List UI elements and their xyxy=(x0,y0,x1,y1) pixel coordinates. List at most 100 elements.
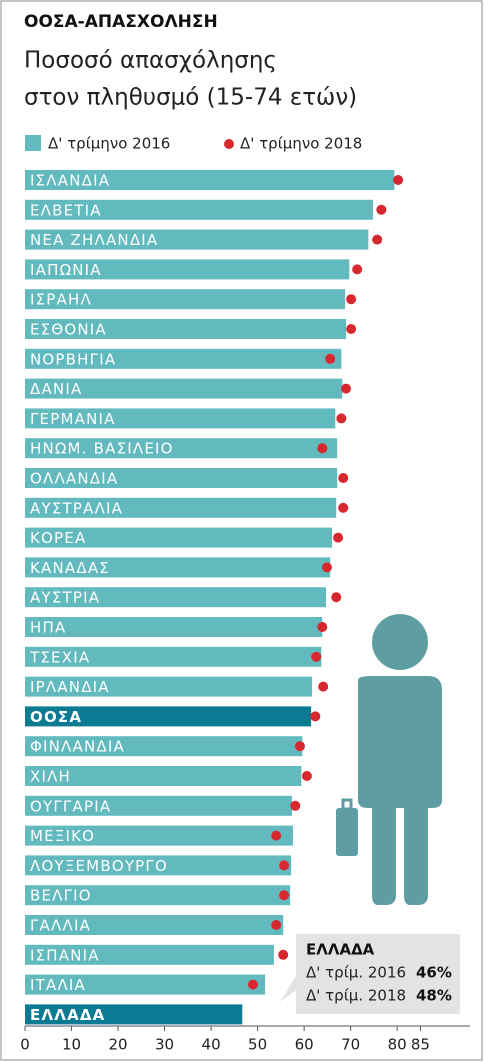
dot xyxy=(294,741,305,752)
dot xyxy=(278,949,289,960)
category-label: ΛΟΥΞΕΜΒΟΥΡΓΟ xyxy=(30,857,168,875)
x-tick-label: 20 xyxy=(108,1036,127,1054)
dot xyxy=(290,800,301,811)
bar xyxy=(25,408,336,429)
dot xyxy=(336,413,347,424)
dot xyxy=(346,294,357,305)
bar xyxy=(25,617,323,637)
category-label: ΝΟΡΒΗΓΙΑ xyxy=(30,350,116,368)
bar xyxy=(25,557,331,578)
category-label: ΙΣΠΑΝΙΑ xyxy=(30,946,100,964)
category-label: ΚΟΡΕΑ xyxy=(30,529,86,547)
category-label: ΙΤΑΛΙΑ xyxy=(30,976,86,994)
category-label: ΙΣΡΑΗΛ xyxy=(30,291,92,309)
x-tick-label: 10 xyxy=(62,1036,81,1054)
bar xyxy=(25,974,266,995)
dot xyxy=(311,651,322,662)
category-label: ΧΙΛΗ xyxy=(30,768,71,786)
bar xyxy=(25,497,337,518)
chart-title: ΟΟΣΑ-ΑΠΑΣΧΟΛΗΣΗ xyxy=(24,12,218,32)
bar xyxy=(25,706,312,727)
dot xyxy=(310,711,321,722)
bar xyxy=(25,468,338,488)
chart-subtitle: Ποσοσό απασχόλησης xyxy=(24,48,277,74)
bar xyxy=(25,915,284,935)
dot xyxy=(317,443,328,454)
dot xyxy=(271,920,282,930)
category-label: ΟΥΓΓΑΡΙΑ xyxy=(30,797,111,815)
dot xyxy=(338,473,349,483)
callout-value: 48% xyxy=(416,987,452,1005)
bar xyxy=(25,259,350,280)
category-label: ΕΛΒΕΤΙΑ xyxy=(30,201,102,219)
x-tick-label: 85 xyxy=(411,1036,430,1054)
callout-value: 46% xyxy=(416,964,452,982)
bar xyxy=(25,170,395,190)
category-label: ΚΑΝΑΔΑΣ xyxy=(30,559,110,577)
category-label: ΙΣΛΑΝΔΙΑ xyxy=(30,172,110,190)
bar xyxy=(25,587,326,608)
category-label: ΜΕΞΙΚΟ xyxy=(30,827,95,845)
dot xyxy=(318,681,329,692)
bar xyxy=(25,319,346,339)
dot xyxy=(346,324,357,334)
dot xyxy=(376,204,387,215)
bar xyxy=(25,676,313,697)
x-tick-label: 80 xyxy=(388,1036,407,1054)
category-label: ΕΛΛΑΔΑ xyxy=(30,1006,106,1024)
bar xyxy=(25,289,346,310)
x-tick-label: 60 xyxy=(295,1036,314,1054)
x-tick-label: 30 xyxy=(155,1036,174,1054)
bar xyxy=(25,795,293,816)
dot xyxy=(393,175,404,185)
legend-swatch xyxy=(224,139,234,149)
dot xyxy=(279,860,290,871)
legend-label: Δ' τρίμηνο 2018 xyxy=(240,135,362,153)
category-label: ΟΟΣΑ xyxy=(30,708,82,726)
bar xyxy=(25,736,303,757)
x-tick-label: 70 xyxy=(341,1036,360,1054)
dot xyxy=(333,532,344,543)
category-label: ΟΛΛΑΝΔΙΑ xyxy=(30,470,118,488)
bar xyxy=(25,229,369,250)
bar xyxy=(25,438,338,459)
bar xyxy=(25,199,373,220)
category-label: ΑΥΣΤΡΑΛΙΑ xyxy=(30,499,123,517)
bar xyxy=(25,1004,243,1025)
category-label: ΗΝΩΜ. ΒΑΣΙΛΕΙΟ xyxy=(30,440,174,458)
category-label: ΔΑΝΙΑ xyxy=(30,380,82,398)
x-tick-label: 40 xyxy=(202,1036,221,1054)
category-label: ΙΑΠΩΝΙΑ xyxy=(30,261,102,279)
dot xyxy=(301,771,312,781)
bar xyxy=(25,378,343,399)
dot xyxy=(341,383,351,394)
callout-label: Δ' τρίμ. 2016 xyxy=(306,964,406,982)
legend-label: Δ' τρίμηνο 2016 xyxy=(48,135,170,153)
dot xyxy=(247,979,258,990)
dot xyxy=(338,502,349,513)
category-label: ΒΕΛΓΙΟ xyxy=(30,887,92,905)
dot xyxy=(279,890,290,901)
chart-subtitle: στον πληθυσμό (15-74 ετών) xyxy=(24,85,357,111)
bar xyxy=(25,646,322,667)
bar xyxy=(25,766,302,786)
x-tick-label: 50 xyxy=(248,1036,267,1054)
bar xyxy=(25,855,292,876)
bar xyxy=(25,885,291,906)
dot xyxy=(317,622,328,632)
dot xyxy=(325,353,336,364)
bar xyxy=(25,944,274,965)
dot xyxy=(352,264,363,275)
callout-box xyxy=(280,934,460,1014)
category-label: ΕΣΘΟΝΙΑ xyxy=(30,321,107,339)
category-label: ΤΣΕΧΙΑ xyxy=(29,648,90,666)
dot xyxy=(321,562,332,573)
dot xyxy=(372,234,383,245)
dot xyxy=(271,830,282,841)
category-label: ΓΑΛΛΙΑ xyxy=(30,917,91,935)
bar xyxy=(25,348,342,369)
person-icon xyxy=(336,614,442,905)
category-label: ΑΥΣΤΡΙΑ xyxy=(30,589,100,607)
category-label: ΙΡΛΑΝΔΙΑ xyxy=(30,678,110,696)
